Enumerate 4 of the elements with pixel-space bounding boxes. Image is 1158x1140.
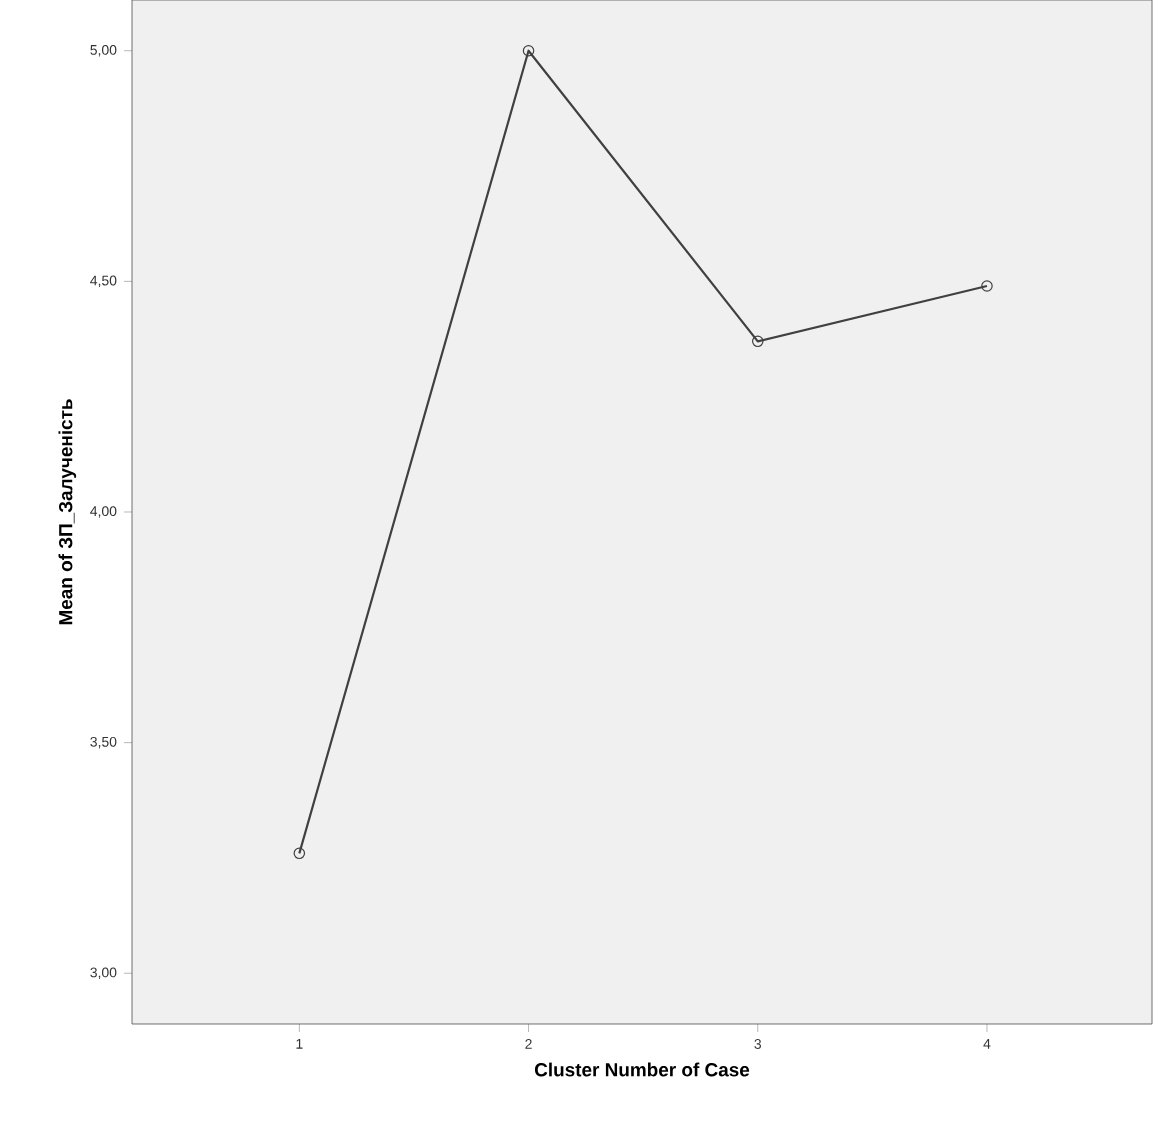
point bbox=[522, 44, 535, 57]
point bbox=[751, 335, 764, 348]
y-axis-title: Mean of ЗП_Залученість bbox=[58, 399, 77, 625]
x-axis-title: Cluster Number of Case bbox=[534, 1062, 750, 1077]
